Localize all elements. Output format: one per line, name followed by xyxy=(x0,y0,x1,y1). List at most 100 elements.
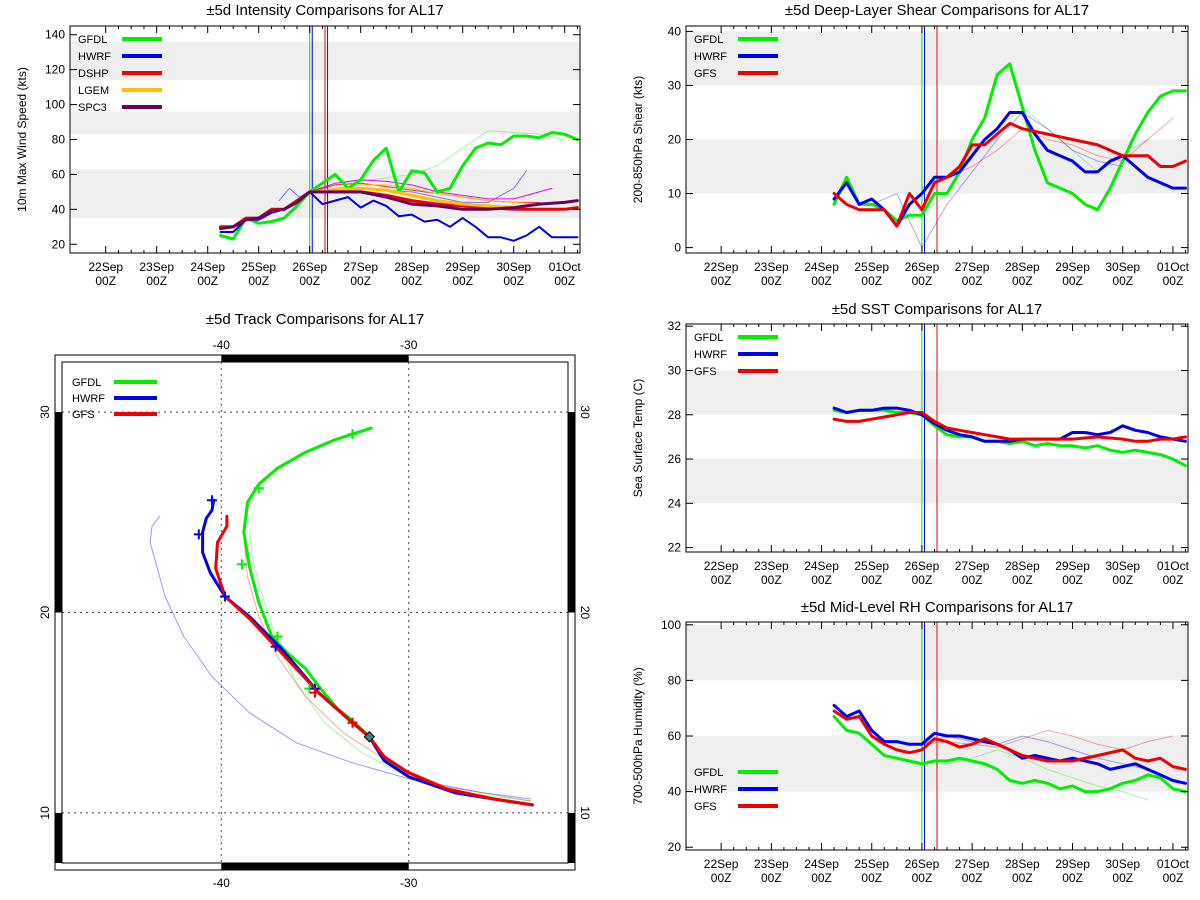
series-line-hwrf xyxy=(832,406,1187,443)
x-tick-label-day: 29Sep xyxy=(1055,559,1090,573)
x-tick-label-day: 27Sep xyxy=(343,260,378,274)
latitude-label-right: 10 xyxy=(578,806,592,820)
y-tick-label: 20 xyxy=(668,840,682,854)
x-tick-label-hour: 00Z xyxy=(1012,274,1033,288)
x-tick-label-hour: 00Z xyxy=(554,274,575,288)
y-tick-label: 10 xyxy=(668,187,682,201)
series-line-spc3 xyxy=(219,190,579,231)
legend-label: HWRF xyxy=(694,349,727,361)
map-border-bar xyxy=(568,412,575,613)
x-tick-label-hour: 00Z xyxy=(350,274,371,288)
x-tick-label-hour: 00Z xyxy=(962,573,983,587)
map-border-bar xyxy=(55,812,62,863)
y-tick-label: 40 xyxy=(668,785,682,799)
y-tick-label: 80 xyxy=(668,673,682,687)
x-tick-label-day: 30Sep xyxy=(1105,857,1140,871)
x-tick-label-hour: 00Z xyxy=(146,274,167,288)
track-position-marker xyxy=(220,591,231,602)
x-tick-label-day: 28Sep xyxy=(394,260,429,274)
y-tick-label: 100 xyxy=(661,618,681,632)
track-position-marker xyxy=(272,631,283,642)
latitude-label-right: 30 xyxy=(578,405,592,419)
longitude-label-bottom: -40 xyxy=(213,876,231,890)
intensity-panel: ±5d Intensity Comparisons for AL17 10m Ma… xyxy=(15,2,581,288)
y-tick-label: 80 xyxy=(52,133,66,147)
x-tick-label-day: 27Sep xyxy=(955,260,990,274)
x-tick-label-day: 23Sep xyxy=(754,559,789,573)
x-tick-label-hour: 00Z xyxy=(1163,871,1184,885)
x-tick-label-day: 24Sep xyxy=(804,559,839,573)
legend-label: HWRF xyxy=(72,393,105,405)
x-tick-label-hour: 00Z xyxy=(1062,274,1083,288)
x-tick-label-hour: 00Z xyxy=(1062,871,1083,885)
legend-label: GFS xyxy=(694,366,717,378)
y-tick-label: 60 xyxy=(668,729,682,743)
legend-label: HWRF xyxy=(694,784,727,796)
chart-title: ±5d Intensity Comparisons for AL17 xyxy=(206,2,444,19)
series-line-thin-green xyxy=(309,130,566,193)
x-tick-label-day: 25Sep xyxy=(854,857,889,871)
x-tick-label-day: 29Sep xyxy=(1055,260,1090,274)
legend-label: GFDL xyxy=(694,332,723,344)
x-tick-label-hour: 00Z xyxy=(761,573,782,587)
current-position-marker xyxy=(363,731,376,743)
rh-panel: ±5d Mid-Level RH Comparisons for AL17 700… xyxy=(631,599,1190,885)
x-tick-label-hour: 00Z xyxy=(811,871,832,885)
track-position-marker xyxy=(193,529,204,540)
x-tick-label-day: 24Sep xyxy=(804,857,839,871)
track-line-gfdl xyxy=(242,426,534,807)
x-tick-label-hour: 00Z xyxy=(1112,573,1133,587)
x-tick-label-day: 26Sep xyxy=(905,559,940,573)
x-tick-label-day: 30Sep xyxy=(496,260,531,274)
x-tick-label-day: 29Sep xyxy=(445,260,480,274)
x-tick-label-day: 26Sep xyxy=(905,857,940,871)
y-tick-label: 40 xyxy=(668,24,682,38)
x-tick-label-hour: 00Z xyxy=(912,871,933,885)
y-tick-label: 26 xyxy=(668,452,682,466)
legend-label: GFS xyxy=(72,409,95,421)
x-tick-label-day: 26Sep xyxy=(905,260,940,274)
legend-label: HWRF xyxy=(78,51,111,63)
x-tick-label-hour: 00Z xyxy=(861,871,882,885)
longitude-label-bottom: -30 xyxy=(400,876,418,890)
latitude-label-left: 30 xyxy=(38,405,52,419)
y-axis-label: 10m Max Wind Speed (kts) xyxy=(15,67,29,212)
x-tick-label-hour: 00Z xyxy=(1062,573,1083,587)
x-tick-label-day: 23Sep xyxy=(139,260,174,274)
x-tick-label-hour: 00Z xyxy=(761,871,782,885)
x-tick-label-hour: 00Z xyxy=(811,573,832,587)
series-line-gfdl xyxy=(832,715,1187,794)
track-position-marker xyxy=(206,495,217,506)
x-tick-label-hour: 00Z xyxy=(711,871,732,885)
x-tick-label-day: 01Oct xyxy=(549,260,582,274)
x-tick-label-hour: 00Z xyxy=(711,573,732,587)
y-tick-label: 60 xyxy=(52,167,66,181)
track-position-marker xyxy=(270,641,281,652)
x-tick-label-hour: 00Z xyxy=(197,274,218,288)
x-tick-label-hour: 00Z xyxy=(861,274,882,288)
map-border-bar xyxy=(221,355,409,362)
track-line-hwrf xyxy=(201,498,534,807)
latitude-label-left: 20 xyxy=(38,606,52,620)
series-line-thin-blue xyxy=(871,112,1124,249)
x-tick-label-hour: 00Z xyxy=(912,274,933,288)
x-tick-label-hour: 00Z xyxy=(1163,573,1184,587)
x-tick-label-hour: 00Z xyxy=(711,274,732,288)
x-tick-label-day: 25Sep xyxy=(241,260,276,274)
shear-panel: ±5d Deep-Layer Shear Comparisons for AL1… xyxy=(631,2,1190,288)
x-tick-label-hour: 00Z xyxy=(861,573,882,587)
series-line-lgem xyxy=(308,186,516,210)
y-tick-label: 120 xyxy=(45,63,65,77)
x-tick-label-day: 22Sep xyxy=(704,260,739,274)
x-tick-label-day: 01Oct xyxy=(1157,857,1190,871)
map-border-bar xyxy=(55,412,62,613)
chart-title: ±5d Deep-Layer Shear Comparisons for AL1… xyxy=(785,2,1089,19)
y-tick-label: 140 xyxy=(45,28,65,42)
map-border-bar xyxy=(221,863,409,870)
map-border-bar xyxy=(568,812,575,863)
track-position-marker xyxy=(347,429,358,440)
x-tick-label-hour: 00Z xyxy=(962,274,983,288)
x-tick-label-hour: 00Z xyxy=(811,274,832,288)
series-line-gfdl xyxy=(832,62,1187,223)
y-tick-label: 32 xyxy=(668,319,682,333)
